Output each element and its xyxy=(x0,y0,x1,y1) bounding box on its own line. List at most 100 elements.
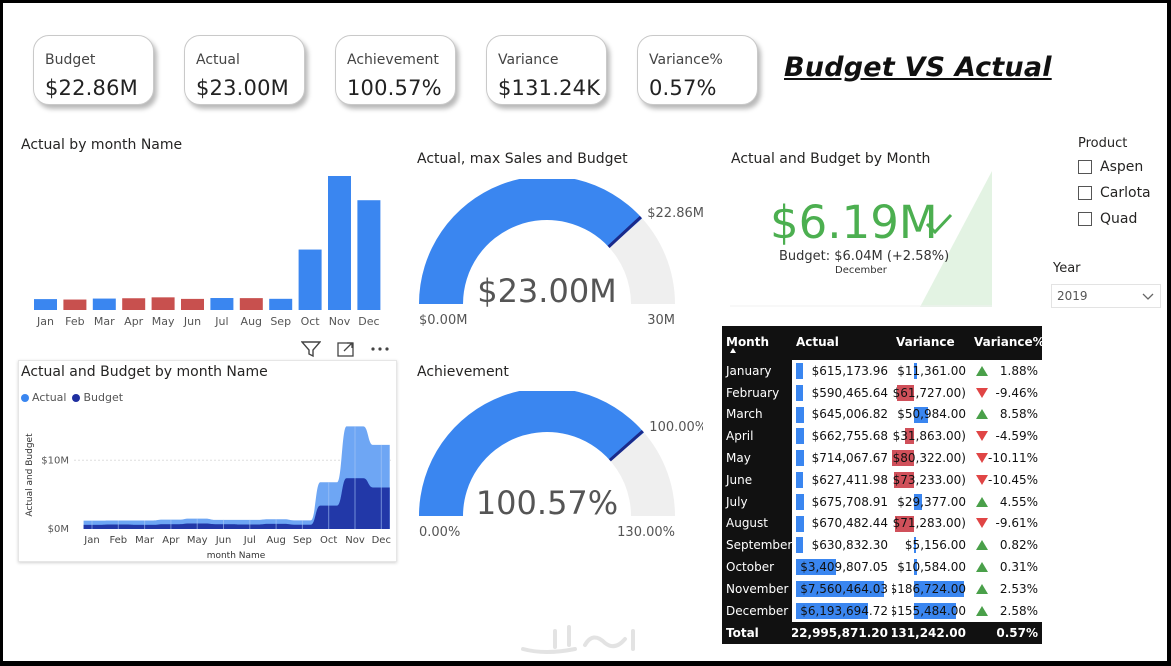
year-dropdown[interactable]: 2019 xyxy=(1051,284,1161,308)
down-triangle-icon xyxy=(976,474,988,485)
table-header-row[interactable]: Month Actual Variance Variance% xyxy=(722,328,1042,356)
bar-may xyxy=(151,297,175,310)
gauge-value-label: $23.00M xyxy=(477,272,617,310)
variance-value: $11,361.00 xyxy=(897,363,966,378)
actual-cell: $675,708.91 xyxy=(792,490,892,513)
variance-databar xyxy=(894,472,914,488)
x-tick-label: Nov xyxy=(329,315,351,328)
actual-value: $615,173.96 xyxy=(811,363,888,378)
x-tick-label: Jun xyxy=(215,535,232,546)
actual-cell: $590,465.64 xyxy=(792,381,892,404)
table-row[interactable]: January $615,173.96 $11,361.00 1.88% xyxy=(722,360,1042,382)
kpi-variance-card[interactable]: Variance $131.24K xyxy=(486,35,607,105)
variance-pct-value: -9.61% xyxy=(995,516,1038,531)
year-dropdown-value: 2019 xyxy=(1057,289,1088,303)
x-tick-label: Feb xyxy=(109,535,127,546)
slicer-item-aspen[interactable]: Aspen xyxy=(1078,157,1143,177)
bar-jan xyxy=(34,299,57,310)
table-row[interactable]: November $7,560,464.03 $186,724.00 2.53% xyxy=(722,578,1042,600)
variance-pct-cell: -9.61% xyxy=(970,512,1042,535)
variance-pct-value: -9.46% xyxy=(995,385,1038,400)
actual-value: $7,560,464.03 xyxy=(800,581,888,596)
month-cell: August xyxy=(722,512,792,535)
table-row[interactable]: July $675,708.91 $29,377.00 4.55% xyxy=(722,490,1042,513)
table-row[interactable]: December $6,193,694.72 $155,484.00 2.58% xyxy=(722,599,1042,622)
month-cell: July xyxy=(722,490,792,513)
variance-value: $50,984.00 xyxy=(897,407,966,422)
table-row[interactable]: February $590,465.64 ($61,727.00) -9.46% xyxy=(722,381,1042,404)
legend-budget-label: Budget xyxy=(83,391,124,404)
column-header: Variance xyxy=(892,328,970,356)
variance-cell: $186,724.00 xyxy=(892,578,970,600)
checkbox[interactable] xyxy=(1078,212,1092,226)
sales-gauge: $23.00M $0.00M 30M $22.86M xyxy=(419,179,703,328)
variance-pct-cell: 0.31% xyxy=(970,556,1042,578)
checkbox[interactable] xyxy=(1078,186,1092,200)
kpi-budget-card[interactable]: Budget $22.86M xyxy=(33,35,154,105)
x-tick-label: Oct xyxy=(301,315,321,328)
area-chart-container[interactable] xyxy=(18,360,397,562)
total-label: Total xyxy=(722,622,792,645)
kpi-visual-value: $6.19M xyxy=(770,196,938,249)
checkbox[interactable] xyxy=(1078,160,1092,174)
slicer-item-quad[interactable]: Quad xyxy=(1078,209,1137,229)
month-cell: May xyxy=(722,447,792,469)
down-triangle-icon xyxy=(976,453,988,464)
table-row[interactable]: October $3,409,807.05 $10,584.00 0.31% xyxy=(722,556,1042,578)
slicer-item-carlota[interactable]: Carlota xyxy=(1078,183,1151,203)
more-options-icon[interactable] xyxy=(370,344,392,354)
kpi-achievement-card[interactable]: Achievement 100.57% xyxy=(335,35,456,105)
variance-cell: $10,584.00 xyxy=(892,556,970,578)
table-row[interactable]: May $714,067.67 ($80,322.00) -10.11% xyxy=(722,447,1042,469)
variance-value: $29,377.00 xyxy=(897,494,966,509)
actual-databar xyxy=(796,472,804,488)
kpi-visual-title: Actual and Budget by Month xyxy=(731,151,931,167)
actual-by-month-title: Actual by month Name xyxy=(21,137,183,153)
gauge-achievement-title: Achievement xyxy=(417,364,509,380)
variance-databar xyxy=(914,602,956,619)
month-cell: December xyxy=(722,599,792,622)
focus-mode-icon[interactable] xyxy=(336,340,356,358)
table-row[interactable]: March $645,006.82 $50,984.00 8.58% xyxy=(722,403,1042,426)
table-row[interactable]: June $627,411.98 ($73,233.00) -10.45% xyxy=(722,469,1042,491)
x-tick-label: Jan xyxy=(36,315,54,328)
table-row[interactable]: September $630,832.30 $5,156.00 0.82% xyxy=(722,534,1042,557)
filter-icon[interactable] xyxy=(301,340,321,358)
actual-value: $590,465.64 xyxy=(811,385,888,400)
variance-pct-value: -10.11% xyxy=(988,451,1039,466)
up-triangle-icon xyxy=(976,365,988,376)
variance-databar xyxy=(905,428,914,445)
kpi-actual-card[interactable]: Actual $23.00M xyxy=(184,35,305,105)
variance-cell: ($73,233.00) xyxy=(892,469,970,491)
sort-ascending-icon[interactable] xyxy=(730,348,736,353)
x-tick-label: Sep xyxy=(293,535,312,546)
variance-table[interactable]: Month Actual Variance Variance% January $615,… xyxy=(722,326,1042,645)
variance-pct-cell: 8.58% xyxy=(970,403,1042,426)
kpi-label: Achievement xyxy=(347,52,439,68)
bar-feb xyxy=(63,299,87,310)
table-row[interactable]: August $670,482.44 ($71,283.00) -9.61% xyxy=(722,512,1042,535)
variance-value: $5,156.00 xyxy=(904,538,966,553)
variance-pct-cell: 1.88% xyxy=(970,360,1042,382)
actual-value: $670,482.44 xyxy=(811,516,888,531)
area-chart-title: Actual and Budget by month Name xyxy=(21,364,268,380)
variance-pct-cell: 2.58% xyxy=(970,599,1042,622)
total-variance: $131,242.00 xyxy=(892,622,970,645)
slicer-item-label: Quad xyxy=(1100,211,1138,227)
variance-databar xyxy=(892,450,914,467)
kpi-variance-pct-card[interactable]: Variance% 0.57% xyxy=(637,35,758,105)
x-tick-label: Sep xyxy=(270,315,291,328)
slicer-item-label: Aspen xyxy=(1100,159,1144,175)
variance-pct-value: 0.31% xyxy=(999,560,1038,575)
checkmark-icon xyxy=(925,213,953,235)
table-row[interactable]: April $662,755.68 ($31,863.00) -4.59% xyxy=(722,425,1042,448)
gauge-max-label: 30M xyxy=(647,313,675,328)
month-cell: September xyxy=(722,534,792,557)
gauge-target-marker xyxy=(608,429,644,462)
variance-pct-cell: -9.46% xyxy=(970,381,1042,404)
actual-cell: $662,755.68 xyxy=(792,425,892,448)
actual-value: $645,006.82 xyxy=(811,407,888,422)
legend-actual-label: Actual xyxy=(32,391,67,404)
x-tick-label: Nov xyxy=(345,535,365,546)
actual-cell: $714,067.67 xyxy=(792,447,892,469)
